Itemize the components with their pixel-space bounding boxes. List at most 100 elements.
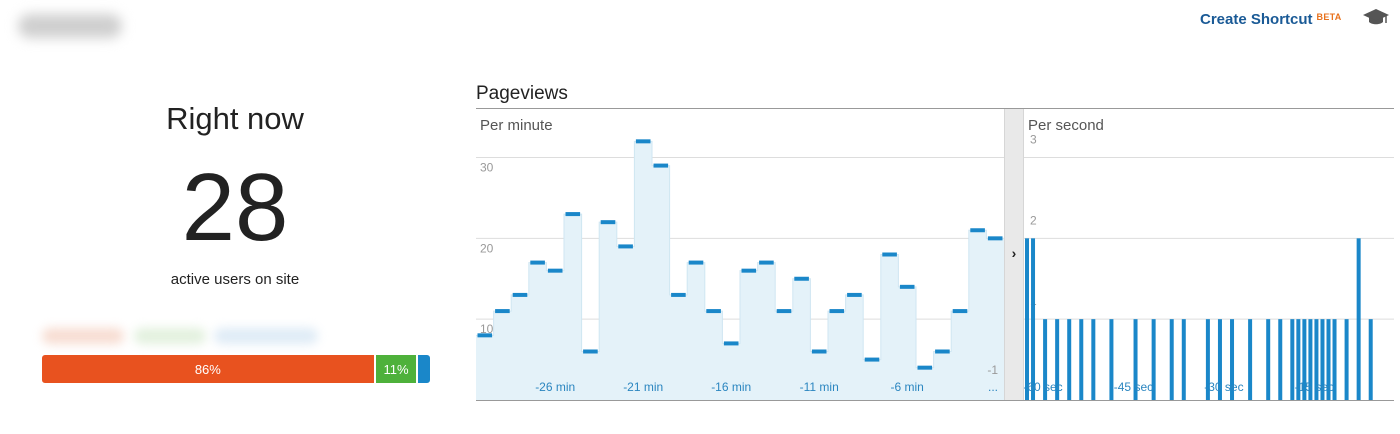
pageview-minute-mark (776, 309, 792, 314)
pageview-minute-mark (618, 244, 633, 249)
pageview-second-bar (1091, 319, 1096, 400)
x-tick-label: -11 min (800, 380, 839, 394)
pageview-second-bar (1151, 319, 1156, 400)
x-tick-label: -1 (987, 363, 998, 377)
pageview-second-bar (1296, 319, 1301, 400)
pageview-second-bar (1043, 319, 1048, 400)
pageview-second-bar (1031, 238, 1036, 400)
pageview-second-bar (1314, 319, 1319, 400)
pageview-second-bar (1332, 319, 1337, 400)
chart-baseline (476, 400, 1394, 401)
pageview-minute-mark (917, 365, 933, 370)
pageview-minute-mark (653, 163, 669, 168)
pageview-minute-mark (477, 333, 493, 338)
y-tick-label: 30 (480, 161, 494, 175)
per-minute-chart-svg: 10 20 30 -26 min -21 min -16 min -11 min -6 min… (476, 139, 1004, 401)
pageview-second-bar (1356, 238, 1361, 400)
pageview-minute-mark (565, 212, 581, 217)
pageview-second-bar (1302, 319, 1307, 400)
y-tick-label: 20 (480, 241, 494, 255)
chevron-right-icon[interactable]: › (1011, 245, 1017, 261)
pageview-minute-mark (987, 236, 1003, 241)
pageview-second-bar (1320, 319, 1325, 400)
pageview-minute-mark (688, 260, 704, 265)
chart-divider (1004, 109, 1024, 401)
pageview-minute-mark (899, 284, 915, 289)
pageview-minute-mark (706, 309, 721, 314)
pageview-minute-mark (935, 349, 950, 354)
create-shortcut-label: Create Shortcut (1200, 11, 1313, 28)
pageviews-outline (476, 140, 1004, 369)
y-tick-label: 3 (1030, 133, 1037, 147)
pageview-second-bar (1344, 319, 1349, 400)
x-tick-label: -60 sec (1024, 380, 1063, 394)
pageview-minute-mark (512, 292, 528, 297)
blurred-page-title (18, 14, 122, 38)
pageview-second-bar (1079, 319, 1084, 400)
x-tick-label: -16 min (711, 380, 751, 394)
device-segment-0: 86% (42, 355, 376, 383)
per-second-chart-svg: 123-60 sec-45 sec-30 sec-15 sec (1024, 133, 1394, 400)
per-second-label: Per second (1028, 117, 1104, 134)
right-now-title: Right now (166, 101, 304, 136)
pageview-second-bar (1067, 319, 1072, 400)
pageviews-title-rule (476, 108, 1394, 109)
x-tick-label-ellipsis: ... (988, 380, 998, 394)
pageview-minute-mark (600, 220, 616, 225)
pageview-minute-mark (759, 260, 774, 265)
pageview-minute-mark (847, 292, 862, 297)
per-minute-chart: 10 20 30 -26 min -21 min -16 min -11 min -6 min… (476, 109, 1004, 401)
beta-badge: BETA (1316, 12, 1342, 22)
pageview-minute-mark (583, 349, 598, 354)
pageview-second-bar (1266, 319, 1271, 400)
x-tick-label: -21 min (623, 380, 663, 394)
blurred-legend-tablet (214, 328, 318, 344)
pageview-second-bar (1025, 238, 1029, 400)
active-users-caption: active users on site (170, 271, 300, 288)
pageview-second-bar (1278, 319, 1283, 400)
per-minute-label: Per minute (480, 117, 553, 134)
pageview-minute-mark (530, 260, 545, 265)
x-tick-label: -15 sec (1295, 380, 1334, 394)
pageview-second-bar (1248, 319, 1253, 400)
pageview-minute-mark (741, 268, 757, 273)
blurred-legend-mobile (134, 328, 206, 344)
pageviews-title: Pageviews (476, 83, 568, 104)
device-segment-1: 11% (375, 355, 419, 383)
pageview-second-bar (1290, 319, 1295, 400)
y-tick-label: 10 (480, 322, 494, 336)
device-category-bar: 86% 11% (42, 355, 430, 383)
pageview-second-bar (1230, 319, 1235, 400)
pageview-minute-mark (811, 349, 827, 354)
create-shortcut-link[interactable]: Create Shortcut BETA (1200, 11, 1342, 31)
y-tick-label: 2 (1030, 213, 1037, 227)
pageview-minute-mark (829, 309, 845, 314)
device-segment-2 (418, 355, 430, 383)
pageview-minute-mark (794, 276, 809, 281)
x-tick-label: -26 min (535, 380, 575, 394)
pageview-minute-mark (882, 252, 897, 257)
pageview-minute-mark (671, 292, 686, 297)
per-second-chart: 123-60 sec-45 sec-30 sec-15 sec Per seco… (1024, 109, 1394, 401)
pageview-second-bar (1368, 319, 1373, 400)
blurred-legend-desktop (42, 328, 124, 344)
x-tick-label: -30 sec (1204, 380, 1243, 394)
pageview-minute-mark (952, 309, 968, 314)
pageview-second-bar (1217, 319, 1222, 400)
pageview-second-bar (1205, 319, 1210, 400)
pageview-minute-mark (864, 357, 880, 362)
active-user-count: 28 (181, 154, 289, 261)
pageview-minute-mark (970, 228, 985, 233)
pageview-second-bar (1109, 319, 1114, 400)
pageview-minute-mark (723, 341, 739, 346)
x-tick-label: -45 sec (1114, 380, 1153, 394)
pageview-second-bar (1326, 319, 1331, 400)
pageview-minute-mark (635, 139, 651, 144)
x-tick-label: -6 min (891, 380, 924, 394)
pageview-second-bar (1055, 319, 1060, 400)
pageview-second-bar (1181, 319, 1186, 400)
pageview-second-bar (1133, 319, 1138, 400)
pageview-second-bar (1308, 319, 1313, 400)
pageview-minute-mark (547, 268, 563, 273)
graduation-cap-icon[interactable] (1362, 6, 1390, 28)
